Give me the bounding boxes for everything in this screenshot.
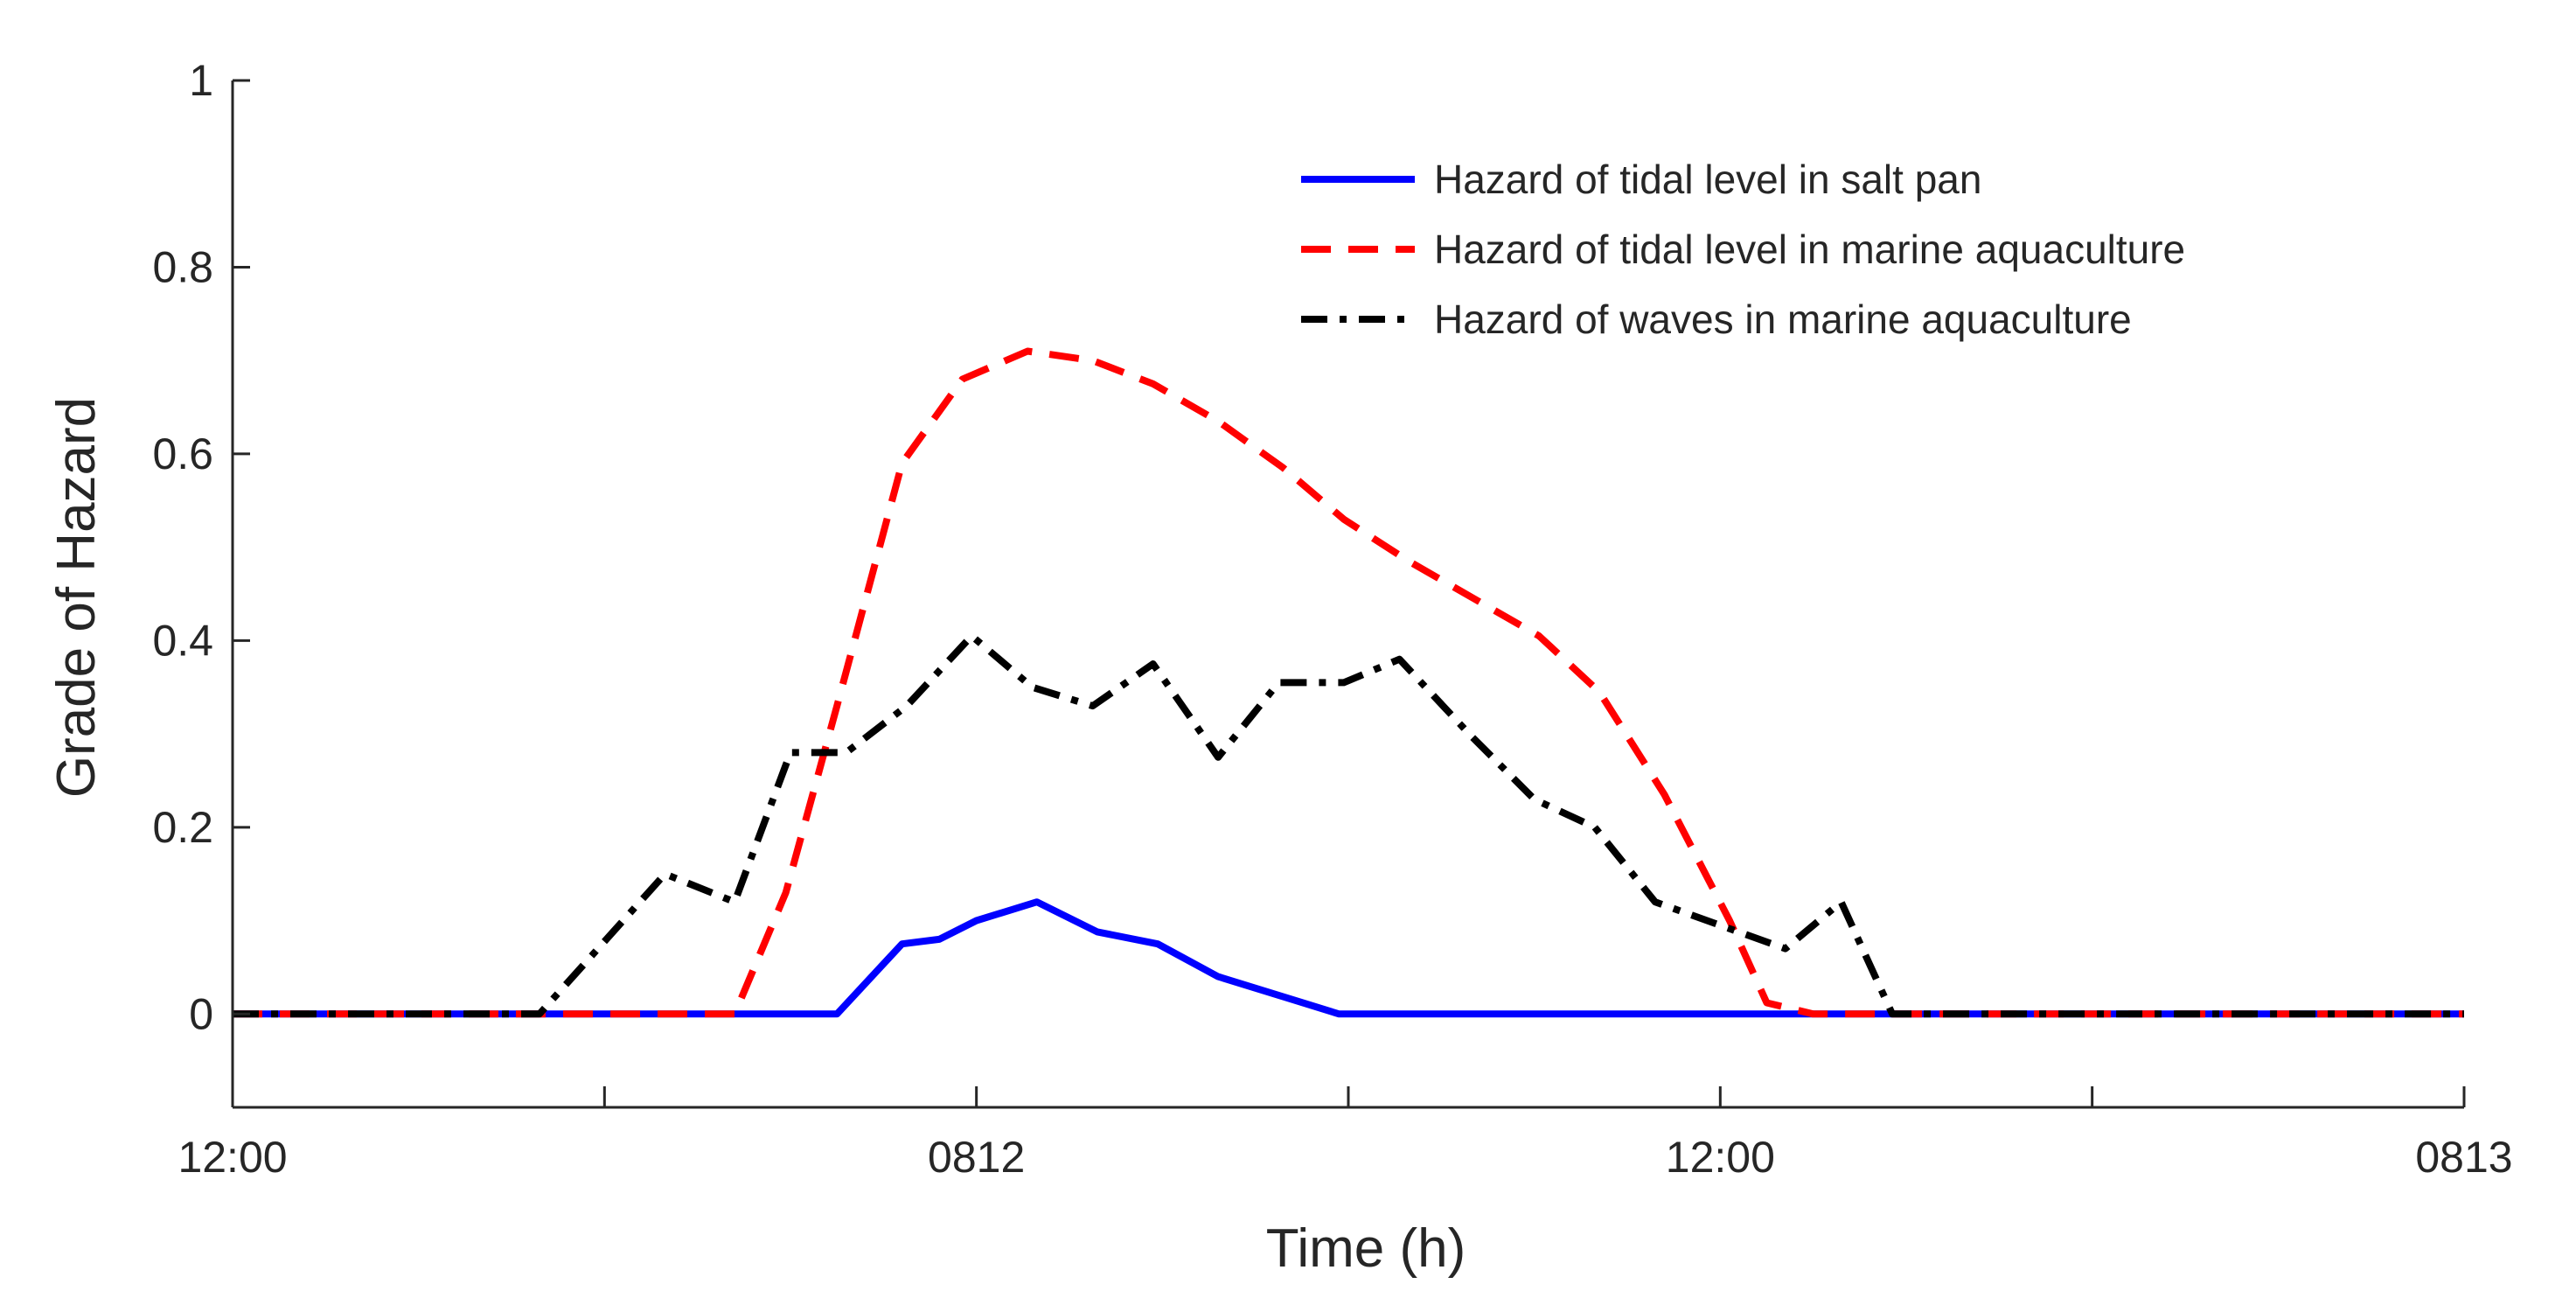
- y-tick-label: 0.2: [152, 803, 213, 852]
- series-waves-aquaculture-line: [233, 632, 2464, 1018]
- y-tick-label: 0.6: [152, 429, 213, 478]
- series-salt-pan-line: [233, 898, 2464, 1018]
- series-layer: [233, 347, 2464, 1018]
- ticks-layer: 0 0.2 0.4 0.6 0.8 1 12:00 0812 12:00 0813: [152, 56, 2512, 1182]
- x-tick-label: 0812: [928, 1133, 1025, 1182]
- y-axis-title: Grade of Hazard: [46, 397, 107, 798]
- legend-label: Hazard of tidal level in marine aquacult…: [1434, 227, 2185, 272]
- x-tick-label: 12:00: [178, 1133, 287, 1182]
- y-tick-label: 0: [189, 989, 213, 1038]
- y-tick-label: 1: [189, 56, 213, 105]
- legend-label: Hazard of waves in marine aquaculture: [1434, 297, 2132, 342]
- legend: Hazard of tidal level in salt pan Hazard …: [1301, 157, 2185, 342]
- x-tick-label: 0813: [2415, 1133, 2512, 1182]
- y-tick-label: 0.4: [152, 616, 213, 665]
- series-tidal-aquaculture-line: [233, 347, 2464, 1018]
- x-tick-label: 12:00: [1666, 1133, 1775, 1182]
- x-axis-title: Time (h): [1266, 1218, 1466, 1279]
- legend-label: Hazard of tidal level in salt pan: [1434, 157, 1981, 202]
- y-tick-label: 0.8: [152, 242, 213, 291]
